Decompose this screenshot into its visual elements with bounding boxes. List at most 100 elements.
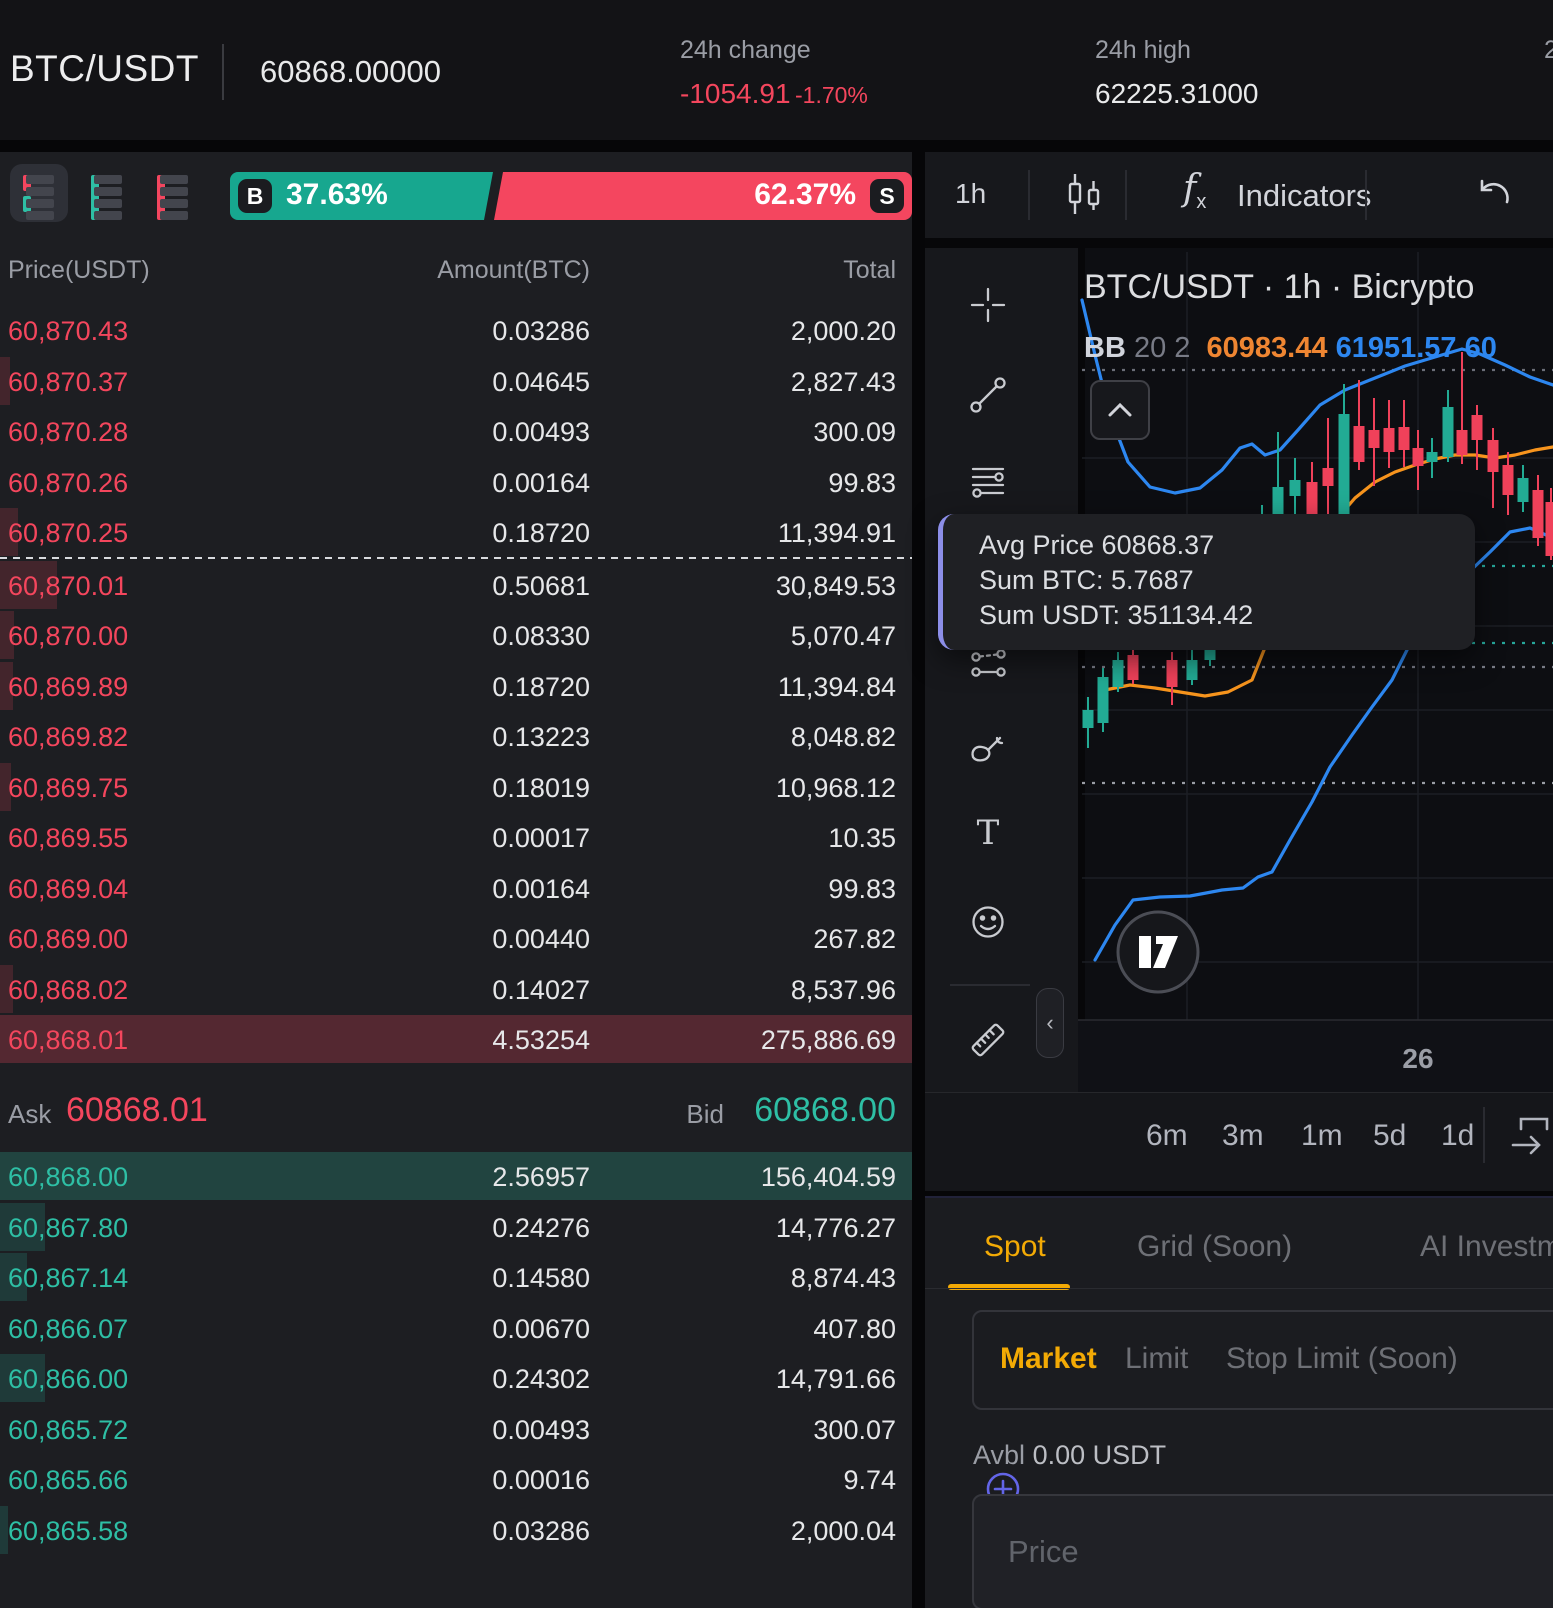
order-type-market[interactable]: Market [1000, 1342, 1097, 1375]
tab-grid[interactable]: Grid (Soon) [1137, 1230, 1293, 1263]
total-cell: 10.35 [828, 823, 896, 853]
range-5d[interactable]: 5d [1373, 1119, 1407, 1152]
hlines-icon[interactable] [966, 460, 1010, 504]
indicators-button[interactable]: Indicators [1237, 178, 1372, 213]
tab-spot[interactable]: Spot [984, 1230, 1046, 1263]
order-type-stop-limit[interactable]: Stop Limit (Soon) [1226, 1342, 1458, 1375]
price-cell: 60,868.00 [8, 1162, 129, 1192]
range-1m[interactable]: 1m [1301, 1119, 1343, 1152]
amount-cell: 0.03286 [492, 316, 590, 346]
chart-canvas[interactable]: 26 [925, 248, 1553, 1092]
total-cell: 11,394.84 [777, 671, 896, 702]
depth-bar [0, 356, 10, 405]
ask-label: Ask [8, 1099, 52, 1129]
buy-percent: 37.63% [286, 178, 388, 211]
total-cell: 14,791.66 [775, 1364, 896, 1394]
amount-cell: 0.00164 [492, 873, 590, 904]
price-cell: 60,870.43 [8, 316, 129, 346]
total-cell: 156,404.59 [760, 1162, 896, 1192]
chevron-up-icon [1108, 402, 1132, 417]
timeframe-bar: 6m 3m 1m 5d 1d [925, 1092, 1553, 1191]
ask-price: 60868.01 [66, 1091, 208, 1129]
range-3m[interactable]: 3m [1222, 1119, 1264, 1152]
ask-row[interactable]: 60,869.00 0.00440 267.82 [0, 913, 912, 963]
col-total: Total [843, 256, 896, 284]
orderbook-view-both-button[interactable] [10, 164, 68, 222]
orderbook-view-bids-button[interactable] [78, 164, 136, 222]
range-6m[interactable]: 6m [1146, 1119, 1188, 1152]
range-1d[interactable]: 1d [1441, 1119, 1475, 1152]
depth-bar [0, 661, 13, 710]
amount-cell: 2.56957 [492, 1162, 590, 1192]
bid-label: Bid [686, 1099, 724, 1129]
ask-row[interactable]: 60,870.28 0.00493 300.09 [0, 406, 912, 456]
goto-date-icon[interactable] [1507, 1111, 1553, 1161]
ask-row[interactable]: 60,868.02 0.14027 8,537.96 [0, 964, 912, 1014]
ask-row[interactable]: 60,870.37 0.04645 2,827.43 [0, 356, 912, 406]
trendline-icon[interactable] [966, 373, 1010, 417]
interval-button[interactable]: 1h [955, 178, 987, 209]
ask-row[interactable]: 60,870.43 0.03286 2,000.20 [0, 305, 912, 355]
ruler-icon[interactable] [966, 1018, 1010, 1062]
ask-row[interactable]: 60,869.55 0.00017 10.35 [0, 812, 912, 862]
buy-ratio-segment [230, 172, 493, 220]
toolbar-collapse-handle[interactable]: ‹ [1036, 988, 1064, 1058]
total-cell: 8,048.82 [790, 722, 896, 752]
ask-row[interactable]: 60,868.01 4.53254 275,886.69 [0, 1014, 912, 1064]
crosshair-icon[interactable] [966, 283, 1010, 327]
pattern-icon[interactable] [966, 643, 1010, 687]
amount-cell: 0.50681 [492, 570, 590, 601]
depth-bar [0, 1354, 45, 1402]
ask-row[interactable]: 60,870.01 0.50681 30,849.53 [0, 560, 912, 610]
amount-cell: 0.18720 [492, 671, 590, 702]
bid-row[interactable]: 60,865.66 0.00016 9.74 [0, 1454, 912, 1504]
tab-ai-investment[interactable]: AI Investment [1420, 1230, 1553, 1263]
total-cell: 5,070.47 [790, 621, 896, 651]
fx-icon[interactable]: fx [1183, 168, 1207, 213]
price-cell: 60,867.80 [8, 1212, 129, 1243]
ask-row[interactable]: 60,870.00 0.08330 5,070.47 [0, 610, 912, 660]
total-cell: 10,968.12 [775, 772, 896, 803]
change-label: 24h change [680, 36, 811, 64]
bid-row[interactable]: 60,865.72 0.00493 300.07 [0, 1404, 912, 1454]
price-cell: 60,870.26 [8, 467, 129, 498]
price-cell: 60,870.28 [8, 417, 129, 447]
bb-value-2: 61951.57 [1335, 332, 1457, 364]
ask-row[interactable]: 60,869.82 0.13223 8,048.82 [0, 711, 912, 761]
total-cell: 99.83 [828, 873, 896, 904]
emoji-icon[interactable] [966, 900, 1010, 944]
orderbook-view-asks-button[interactable] [144, 164, 202, 222]
brush-icon[interactable] [966, 726, 1010, 770]
ask-row[interactable]: 60,869.89 0.18720 11,394.84 [0, 661, 912, 711]
depth-bar [0, 508, 18, 556]
amount-cell: 0.00493 [492, 417, 590, 447]
toolbar-divider [950, 984, 1030, 986]
bb-params: 20 2 [1133, 332, 1191, 364]
ask-row[interactable]: 60,869.75 0.18019 10,968.12 [0, 762, 912, 812]
legend-collapse-button[interactable] [1090, 380, 1150, 440]
bid-row[interactable]: 60,866.07 0.00670 407.80 [0, 1303, 912, 1353]
amount-cell: 0.00493 [492, 1414, 590, 1445]
price-cell: 60,870.01 [8, 570, 129, 601]
bb-indicator-legend: BB 20 2 60983.44 61951.57 60 [1084, 332, 1553, 365]
bid-row[interactable]: 60,867.14 0.14580 8,874.43 [0, 1252, 912, 1302]
amount-cell: 0.00164 [492, 467, 590, 498]
trade-panel: Spot Grid (Soon) AI Investment Market Li… [925, 1196, 1553, 1608]
ask-row[interactable]: 60,869.04 0.00164 99.83 [0, 863, 912, 913]
amount-cell: 0.18019 [492, 772, 590, 803]
pair-title[interactable]: BTC/USDT [10, 48, 199, 89]
price-cell: 60,866.00 [8, 1364, 129, 1394]
bid-row[interactable]: 60,867.80 0.24276 14,776.27 [0, 1202, 912, 1252]
undo-icon[interactable] [1470, 172, 1516, 218]
chart-style-button[interactable] [1061, 170, 1107, 220]
ask-row[interactable]: 60,870.25 0.18720 11,394.91 [0, 507, 912, 557]
amount-cell: 0.00670 [492, 1313, 590, 1344]
price-input[interactable]: Price [972, 1494, 1553, 1608]
order-type-limit[interactable]: Limit [1125, 1342, 1189, 1375]
bid-row[interactable]: 60,866.00 0.24302 14,791.66 [0, 1353, 912, 1403]
bid-row[interactable]: 60,868.00 2.56957 156,404.59 [0, 1151, 912, 1201]
ask-row[interactable]: 60,870.26 0.00164 99.83 [0, 457, 912, 507]
text-icon[interactable]: T [966, 811, 1010, 855]
bid-row[interactable]: 60,865.58 0.03286 2,000.04 [0, 1505, 912, 1555]
